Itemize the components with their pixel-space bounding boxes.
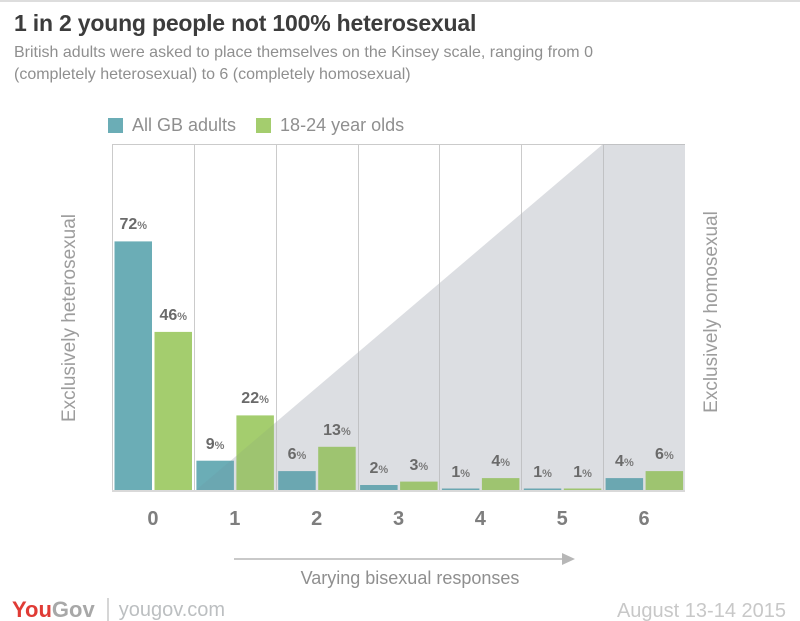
bar-value-number: 6 [655,446,664,464]
bar-value-label: 46% [150,307,196,325]
x-tick-label: 4 [474,508,486,530]
percent-sign: % [418,460,429,473]
bar-value-number: 22 [241,390,260,408]
bar-value-label: 1% [438,464,484,482]
bar-value-number: 72 [119,216,138,234]
page-title: 1 in 2 young people not 100% heterosexua… [14,10,477,36]
bar-value-number: 3 [409,456,419,474]
bar-value-label: 9% [192,436,238,454]
bar-value-label: 3% [396,457,442,475]
plot-area: 72% 9% 6% 2% 1% 1% 4% 46% 22% 13% 3% 4% 1% 6% [112,144,685,492]
legend-item: 18-24 year olds [256,115,404,136]
bar-value-number: 4 [491,453,501,471]
footer-logo: You Gov yougov.com [12,597,225,621]
right-arrow-icon [234,553,575,565]
bar-value-number: 4 [615,453,624,471]
percent-sign: % [663,450,674,463]
bar-value-label: 13% [314,422,360,440]
bar-value-label: 4% [478,453,524,471]
bar-value-number: 6 [287,446,297,464]
y-axis-label-left: Exclusively heterosexual [59,213,80,423]
x-tick-label: 0 [147,508,159,530]
footer-date: August 13-14 2015 [616,600,786,621]
percent-sign: % [296,450,307,463]
bar-chart-svg [112,144,685,492]
x-tick-label: 5 [556,508,568,530]
legend-label: 18-24 year olds [280,115,405,135]
bar-value-label: 6% [641,446,687,464]
page-subtitle: British adults were asked to place thems… [14,44,593,83]
bar-value-number: 2 [369,460,379,478]
percent-sign: % [460,467,471,480]
y-axis-label-right: Exclusively homosexual [701,211,722,413]
footer-site-url: yougov.com [118,598,226,621]
bar-value-number: 1 [533,463,543,481]
bar-value-number: 9 [205,435,215,453]
yougov-logo-you: You [12,597,52,621]
percent-sign: % [378,464,389,477]
percent-sign: % [137,220,148,233]
x-tick-label: 1 [229,508,241,530]
percent-sign: % [623,457,634,470]
bar-value-number: 1 [573,463,583,481]
chart-legend: All GB adults 18-24 year olds [108,115,404,136]
bar-value-label: 1% [560,464,606,482]
legend-swatch-icon [108,118,123,133]
x-tick-label: 3 [392,508,405,530]
percent-sign: % [582,467,592,480]
legend-swatch-icon [256,118,272,133]
bar-value-label: 72% [110,216,156,234]
legend-label: All GB adults [132,115,237,135]
percent-sign: % [214,439,225,452]
bar-value-number: 13 [323,421,341,439]
bar-value-label: 6% [274,446,320,464]
percent-sign: % [177,310,188,323]
bar-value-label: 4% [601,453,647,471]
bar-value-number: 1 [451,463,461,481]
percent-sign: % [542,467,552,480]
yougov-logo-gov: Gov [51,597,95,621]
bar-value-label: 2% [356,460,402,478]
bar-value-number: 46 [159,306,178,324]
x-tick-label: 2 [311,508,323,530]
bar-value-label: 22% [232,390,278,408]
x-axis-annotation: Varying bisexual responses [300,568,520,588]
footer-divider [106,598,109,621]
percent-sign: % [340,425,351,438]
x-tick-label: 6 [638,508,650,530]
percent-sign: % [259,394,269,407]
legend-item: All GB adults [108,115,236,136]
bar-value-label: 1% [520,464,566,482]
percent-sign: % [500,457,511,470]
